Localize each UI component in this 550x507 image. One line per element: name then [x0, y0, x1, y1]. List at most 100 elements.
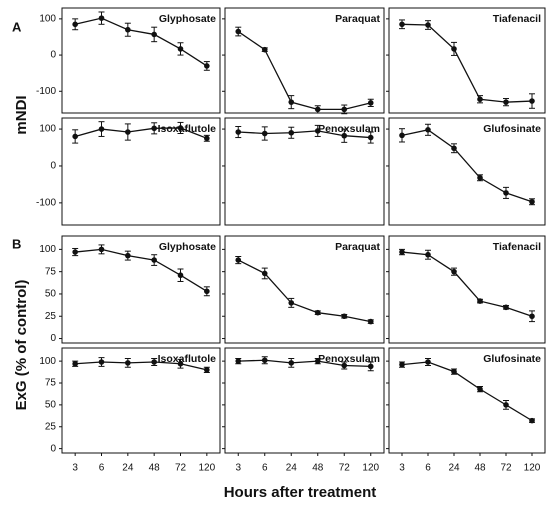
data-line [237, 30, 371, 111]
panel-frame [61, 7, 221, 114]
x-tick-label: 3 [72, 463, 78, 474]
data-point [425, 359, 431, 365]
data-point [425, 251, 431, 258]
data-point [151, 125, 157, 132]
y-tick-label: 75 [45, 266, 57, 277]
data-point [477, 386, 483, 392]
x-tick-label: 72 [339, 463, 351, 474]
data-point [204, 367, 210, 373]
data-point [261, 46, 268, 53]
data-point [367, 318, 374, 325]
data-point [125, 26, 131, 33]
data-point [529, 417, 535, 424]
y-tick-label: 100 [39, 124, 56, 135]
data-point [72, 133, 78, 140]
panel-title: Penoxsulam [318, 353, 380, 365]
data-point [367, 363, 374, 370]
panel-frame [224, 7, 385, 114]
x-tick-label: 24 [286, 463, 298, 474]
data-point [314, 309, 321, 316]
panel-frame [388, 117, 546, 226]
data-point [477, 298, 483, 304]
y-axis-label: ExG (% of control) [13, 280, 30, 411]
x-tick-label: 48 [474, 463, 486, 474]
y-tick-label: 0 [50, 443, 56, 454]
data-line [75, 17, 208, 67]
x-tick-label: 3 [235, 463, 241, 474]
x-tick-label: 6 [425, 463, 431, 474]
data-line [238, 359, 371, 368]
x-tick-label: 120 [362, 463, 379, 474]
data-point [314, 128, 321, 134]
data-point [72, 249, 78, 255]
y-tick-label: -100 [36, 198, 56, 209]
y-axis-label: mNDI [13, 95, 30, 134]
data-point [529, 198, 535, 205]
panel-frame [61, 235, 221, 344]
data-point [151, 257, 157, 263]
y-tick-label: 100 [39, 14, 56, 25]
data-point [177, 46, 184, 52]
data-point [529, 98, 535, 104]
panel-frame [388, 347, 546, 454]
data-point [367, 100, 374, 106]
y-tick-label: 25 [45, 421, 57, 432]
y-tick-label: 25 [45, 311, 57, 322]
data-point [72, 21, 78, 28]
x-tick-label: 24 [448, 463, 460, 474]
data-point [451, 268, 457, 275]
panel-title: Tiafenacil [493, 241, 541, 253]
data-point [98, 126, 105, 132]
data-point [341, 362, 348, 369]
data-point [503, 99, 509, 105]
data-point [477, 96, 483, 103]
panel-frame [388, 235, 546, 344]
x-tick-label: 6 [262, 463, 268, 474]
data-point [367, 134, 374, 141]
data-line [401, 23, 533, 103]
data-point [288, 360, 295, 366]
data-point [261, 130, 268, 137]
data-line [74, 127, 208, 139]
data-point [341, 132, 348, 139]
x-tick-label: 72 [500, 463, 512, 474]
data-point [261, 270, 268, 277]
data-point [399, 21, 405, 28]
y-tick-label: 75 [45, 378, 57, 389]
data-line [75, 361, 207, 371]
data-line [237, 259, 371, 323]
data-point [314, 106, 321, 113]
data-point [98, 246, 105, 253]
data-line [238, 130, 371, 139]
data-point [341, 106, 348, 113]
panel-title: Isoxaflutole [158, 353, 217, 365]
data-point [177, 272, 184, 279]
data-point [235, 129, 242, 135]
y-tick-label: 0 [50, 333, 56, 344]
x-tick-label: 120 [198, 463, 215, 474]
panel-title: Glyphosate [159, 13, 216, 25]
y-tick-label: 0 [50, 50, 56, 61]
panel-frame [61, 347, 221, 454]
data-point [503, 304, 509, 311]
data-point [503, 190, 509, 196]
data-line [401, 251, 533, 317]
panel-frame [61, 117, 221, 226]
data-point [125, 252, 131, 259]
data-point [177, 125, 184, 131]
data-point [125, 360, 131, 366]
y-tick-label: 100 [39, 244, 56, 255]
data-point [151, 359, 157, 365]
data-point [125, 129, 131, 135]
data-point [451, 145, 457, 152]
panel-title: Isoxaflutole [158, 123, 217, 135]
data-point [314, 358, 321, 364]
x-axis-label: Hours after treatment [224, 484, 377, 501]
data-line [401, 129, 533, 203]
data-point [451, 46, 457, 52]
x-tick-label: 24 [122, 463, 134, 474]
data-point [399, 361, 405, 368]
panel-label: B [12, 236, 21, 251]
y-tick-label: 50 [45, 289, 57, 300]
panel-frame [388, 7, 546, 114]
